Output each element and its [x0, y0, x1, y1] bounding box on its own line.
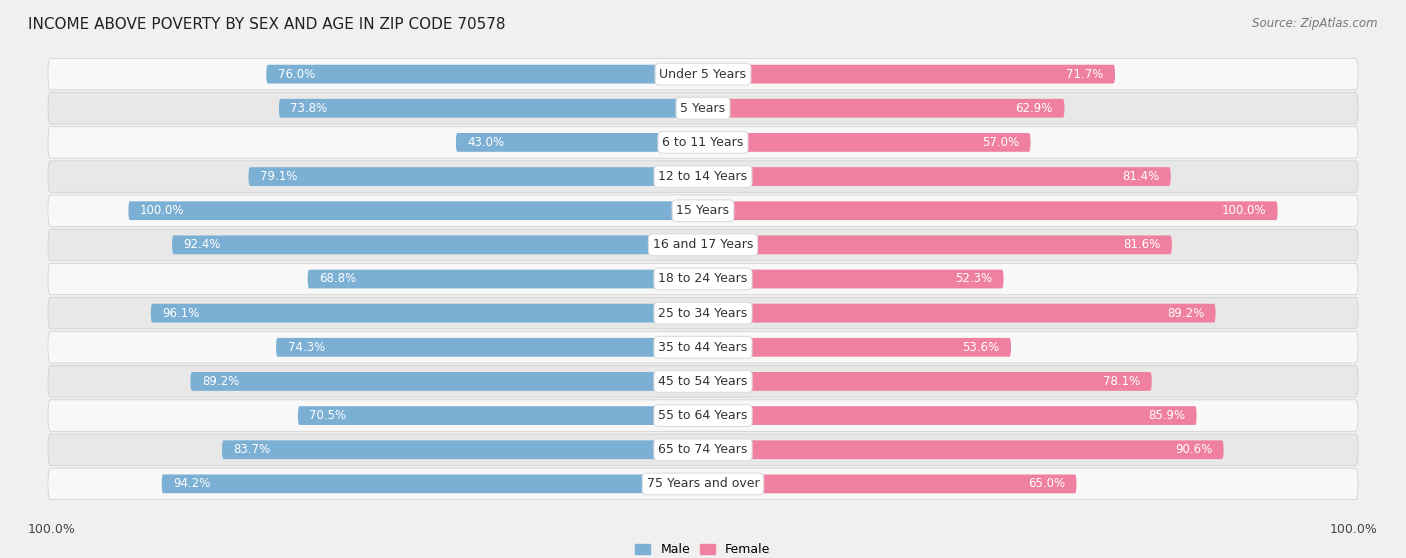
Text: 89.2%: 89.2%: [1167, 307, 1204, 320]
Text: 55 to 64 Years: 55 to 64 Years: [658, 409, 748, 422]
Text: Source: ZipAtlas.com: Source: ZipAtlas.com: [1253, 17, 1378, 30]
Text: 90.6%: 90.6%: [1175, 443, 1212, 456]
Text: INCOME ABOVE POVERTY BY SEX AND AGE IN ZIP CODE 70578: INCOME ABOVE POVERTY BY SEX AND AGE IN Z…: [28, 17, 506, 32]
FancyBboxPatch shape: [128, 201, 703, 220]
Text: 57.0%: 57.0%: [981, 136, 1019, 149]
FancyBboxPatch shape: [308, 270, 703, 288]
FancyBboxPatch shape: [222, 440, 703, 459]
FancyBboxPatch shape: [703, 440, 1223, 459]
FancyBboxPatch shape: [48, 59, 1358, 90]
FancyBboxPatch shape: [48, 434, 1358, 465]
FancyBboxPatch shape: [703, 99, 1064, 118]
Text: 53.6%: 53.6%: [962, 341, 1000, 354]
FancyBboxPatch shape: [48, 127, 1358, 158]
FancyBboxPatch shape: [278, 99, 703, 118]
Text: 76.0%: 76.0%: [278, 68, 315, 80]
Text: 75 Years and over: 75 Years and over: [647, 478, 759, 490]
FancyBboxPatch shape: [703, 406, 1197, 425]
FancyBboxPatch shape: [703, 235, 1171, 254]
FancyBboxPatch shape: [48, 331, 1358, 363]
FancyBboxPatch shape: [48, 297, 1358, 329]
Text: 73.8%: 73.8%: [291, 102, 328, 115]
FancyBboxPatch shape: [298, 406, 703, 425]
Text: 100.0%: 100.0%: [28, 523, 76, 536]
Text: 71.7%: 71.7%: [1066, 68, 1104, 80]
Text: 74.3%: 74.3%: [288, 341, 325, 354]
FancyBboxPatch shape: [456, 133, 703, 152]
FancyBboxPatch shape: [703, 133, 1031, 152]
FancyBboxPatch shape: [249, 167, 703, 186]
Text: 100.0%: 100.0%: [1222, 204, 1267, 217]
FancyBboxPatch shape: [150, 304, 703, 323]
FancyBboxPatch shape: [703, 65, 1115, 84]
FancyBboxPatch shape: [703, 474, 1077, 493]
Text: 12 to 14 Years: 12 to 14 Years: [658, 170, 748, 183]
Text: 96.1%: 96.1%: [162, 307, 200, 320]
FancyBboxPatch shape: [703, 338, 1011, 357]
Text: 100.0%: 100.0%: [1330, 523, 1378, 536]
FancyBboxPatch shape: [48, 161, 1358, 193]
Text: 81.6%: 81.6%: [1123, 238, 1160, 251]
FancyBboxPatch shape: [48, 93, 1358, 124]
Text: Under 5 Years: Under 5 Years: [659, 68, 747, 80]
Text: 78.1%: 78.1%: [1104, 375, 1140, 388]
Legend: Male, Female: Male, Female: [636, 543, 770, 556]
FancyBboxPatch shape: [48, 195, 1358, 227]
FancyBboxPatch shape: [266, 65, 703, 84]
FancyBboxPatch shape: [48, 229, 1358, 261]
FancyBboxPatch shape: [48, 400, 1358, 431]
Text: 62.9%: 62.9%: [1015, 102, 1053, 115]
Text: 15 Years: 15 Years: [676, 204, 730, 217]
Text: 35 to 44 Years: 35 to 44 Years: [658, 341, 748, 354]
FancyBboxPatch shape: [162, 474, 703, 493]
Text: 85.9%: 85.9%: [1147, 409, 1185, 422]
FancyBboxPatch shape: [48, 263, 1358, 295]
Text: 43.0%: 43.0%: [467, 136, 505, 149]
FancyBboxPatch shape: [703, 167, 1171, 186]
Text: 94.2%: 94.2%: [173, 478, 211, 490]
Text: 6 to 11 Years: 6 to 11 Years: [662, 136, 744, 149]
Text: 70.5%: 70.5%: [309, 409, 346, 422]
Text: 68.8%: 68.8%: [319, 272, 356, 286]
FancyBboxPatch shape: [703, 372, 1152, 391]
Text: 5 Years: 5 Years: [681, 102, 725, 115]
FancyBboxPatch shape: [703, 201, 1278, 220]
FancyBboxPatch shape: [190, 372, 703, 391]
Text: 45 to 54 Years: 45 to 54 Years: [658, 375, 748, 388]
FancyBboxPatch shape: [172, 235, 703, 254]
FancyBboxPatch shape: [48, 365, 1358, 397]
Text: 65.0%: 65.0%: [1028, 478, 1064, 490]
Text: 25 to 34 Years: 25 to 34 Years: [658, 307, 748, 320]
Text: 83.7%: 83.7%: [233, 443, 271, 456]
Text: 92.4%: 92.4%: [184, 238, 221, 251]
Text: 100.0%: 100.0%: [139, 204, 184, 217]
FancyBboxPatch shape: [276, 338, 703, 357]
Text: 18 to 24 Years: 18 to 24 Years: [658, 272, 748, 286]
Text: 16 and 17 Years: 16 and 17 Years: [652, 238, 754, 251]
FancyBboxPatch shape: [703, 304, 1216, 323]
FancyBboxPatch shape: [703, 270, 1004, 288]
Text: 81.4%: 81.4%: [1122, 170, 1160, 183]
Text: 52.3%: 52.3%: [955, 272, 993, 286]
FancyBboxPatch shape: [48, 468, 1358, 499]
Text: 79.1%: 79.1%: [260, 170, 297, 183]
Text: 65 to 74 Years: 65 to 74 Years: [658, 443, 748, 456]
Text: 89.2%: 89.2%: [202, 375, 239, 388]
